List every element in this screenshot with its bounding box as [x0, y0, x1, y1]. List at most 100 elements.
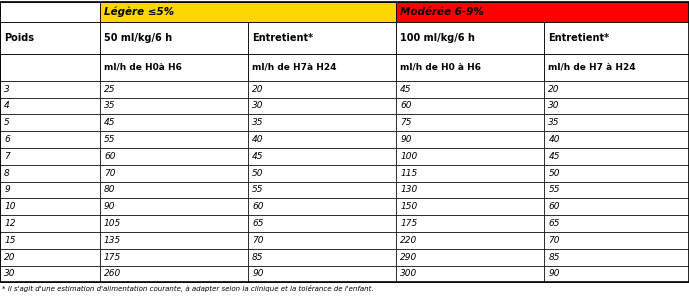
Bar [396, 22, 544, 54]
Text: 35: 35 [252, 118, 264, 127]
Bar [100, 265, 248, 282]
Text: 175: 175 [104, 253, 121, 262]
Text: 80: 80 [104, 185, 116, 194]
Bar [248, 131, 396, 148]
Bar [544, 98, 689, 114]
Bar [100, 165, 248, 182]
Bar [544, 182, 689, 198]
Bar [248, 22, 396, 54]
Bar [248, 232, 396, 249]
Text: 45: 45 [548, 152, 560, 161]
Bar [396, 81, 544, 98]
Text: 100: 100 [400, 152, 418, 161]
Bar [100, 198, 248, 215]
Text: Entretient*: Entretient* [548, 33, 610, 43]
Bar [396, 198, 544, 215]
Text: 50: 50 [252, 169, 264, 178]
Text: 65: 65 [548, 219, 560, 228]
Bar [396, 249, 544, 265]
Bar [0, 265, 100, 282]
Bar [544, 249, 689, 265]
Text: 115: 115 [400, 169, 418, 178]
Bar [544, 114, 689, 131]
Bar [100, 148, 248, 165]
Text: 55: 55 [548, 185, 560, 194]
Text: 3: 3 [4, 85, 10, 94]
Text: 30: 30 [548, 101, 560, 111]
Bar [0, 22, 100, 54]
Bar [396, 165, 544, 182]
Bar [100, 182, 248, 198]
Bar [0, 165, 100, 182]
Text: 75: 75 [400, 118, 412, 127]
Text: ml/h de H0 à H6: ml/h de H0 à H6 [400, 63, 482, 72]
Bar [396, 131, 544, 148]
Bar [396, 2, 689, 22]
Text: 45: 45 [252, 152, 264, 161]
Bar [248, 54, 396, 81]
Text: 12: 12 [4, 219, 16, 228]
Bar [396, 265, 544, 282]
Bar [396, 215, 544, 232]
Bar [100, 54, 248, 81]
Bar [396, 232, 544, 249]
Text: 25: 25 [104, 85, 116, 94]
Text: 85: 85 [548, 253, 560, 262]
Bar [0, 198, 100, 215]
Bar [100, 22, 248, 54]
Text: 70: 70 [252, 236, 264, 245]
Text: 10: 10 [4, 202, 16, 211]
Text: Légère ≤5%: Légère ≤5% [104, 6, 174, 17]
Text: Poids: Poids [4, 33, 34, 43]
Text: 40: 40 [252, 135, 264, 144]
Bar [248, 198, 396, 215]
Bar [0, 54, 100, 81]
Bar [544, 54, 689, 81]
Text: 35: 35 [104, 101, 116, 111]
Text: 130: 130 [400, 185, 418, 194]
Text: 70: 70 [548, 236, 560, 245]
Bar [100, 98, 248, 114]
Text: 260: 260 [104, 269, 121, 278]
Bar [0, 98, 100, 114]
Text: 105: 105 [104, 219, 121, 228]
Bar [100, 215, 248, 232]
Text: 30: 30 [252, 101, 264, 111]
Text: 6: 6 [4, 135, 10, 144]
Bar [396, 114, 544, 131]
Bar [0, 2, 100, 22]
Text: ml/h de H0à H6: ml/h de H0à H6 [104, 63, 182, 72]
Text: 290: 290 [400, 253, 418, 262]
Text: 4: 4 [4, 101, 10, 111]
Text: 20: 20 [548, 85, 560, 94]
Bar [396, 182, 544, 198]
Text: 45: 45 [400, 85, 412, 94]
Text: 60: 60 [548, 202, 560, 211]
Text: 175: 175 [400, 219, 418, 228]
Bar [0, 81, 100, 98]
Bar [248, 148, 396, 165]
Text: 20: 20 [4, 253, 16, 262]
Bar [100, 81, 248, 98]
Bar [396, 54, 544, 81]
Bar [0, 249, 100, 265]
Text: 35: 35 [548, 118, 560, 127]
Bar [248, 165, 396, 182]
Bar [0, 215, 100, 232]
Bar [100, 232, 248, 249]
Text: 55: 55 [104, 135, 116, 144]
Bar [248, 81, 396, 98]
Bar [100, 131, 248, 148]
Text: 40: 40 [548, 135, 560, 144]
Text: Modérée 6-9%: Modérée 6-9% [400, 7, 484, 17]
Text: ml/h de H7 à H24: ml/h de H7 à H24 [548, 63, 636, 72]
Text: 135: 135 [104, 236, 121, 245]
Bar [248, 249, 396, 265]
Text: 70: 70 [104, 169, 116, 178]
Text: 100 ml/kg/6 h: 100 ml/kg/6 h [400, 33, 475, 43]
Text: 9: 9 [4, 185, 10, 194]
Text: 50: 50 [548, 169, 560, 178]
Bar [0, 114, 100, 131]
Text: 300: 300 [400, 269, 418, 278]
Text: 5: 5 [4, 118, 10, 127]
